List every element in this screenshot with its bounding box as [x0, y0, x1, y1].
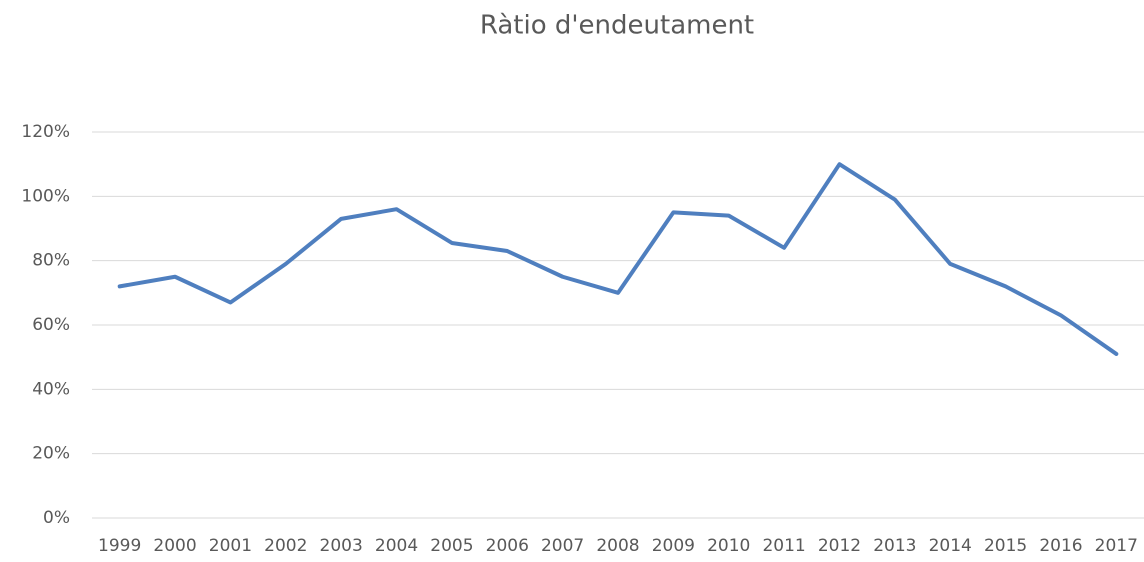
- y-tick-label: 80%: [32, 251, 70, 271]
- x-tick-label: 2013: [873, 536, 916, 556]
- line-series: [117, 162, 1119, 356]
- y-tick-label: 20%: [32, 444, 70, 464]
- x-tick-label: 2017: [1095, 536, 1138, 556]
- y-tick-label: 100%: [21, 186, 70, 206]
- x-tick-label: 2009: [652, 536, 695, 556]
- x-tick-label: 2001: [209, 536, 252, 556]
- x-tick-label: 2002: [264, 536, 307, 556]
- x-tick-label: 2008: [596, 536, 639, 556]
- x-tick-label: 2012: [818, 536, 861, 556]
- x-tick-label: 2014: [929, 536, 972, 556]
- y-tick-label: 0%: [43, 508, 70, 528]
- x-tick-label: 2016: [1039, 536, 1082, 556]
- x-tick-label: 2004: [375, 536, 418, 556]
- y-tick-label: 120%: [21, 122, 70, 142]
- y-tick-label: 40%: [32, 379, 70, 399]
- x-tick-label: 2005: [430, 536, 473, 556]
- x-tick-label: 2000: [153, 536, 196, 556]
- x-tick-label: 2007: [541, 536, 584, 556]
- chart-title: Ràtio d'endeutament: [480, 11, 754, 41]
- x-tick-label: 1999: [98, 536, 141, 556]
- x-tick-label: 2011: [762, 536, 805, 556]
- x-tick-label: 2003: [320, 536, 363, 556]
- x-tick-label: 2006: [486, 536, 529, 556]
- x-tick-label: 2015: [984, 536, 1027, 556]
- x-tick-label: 2010: [707, 536, 750, 556]
- y-tick-label: 60%: [32, 315, 70, 335]
